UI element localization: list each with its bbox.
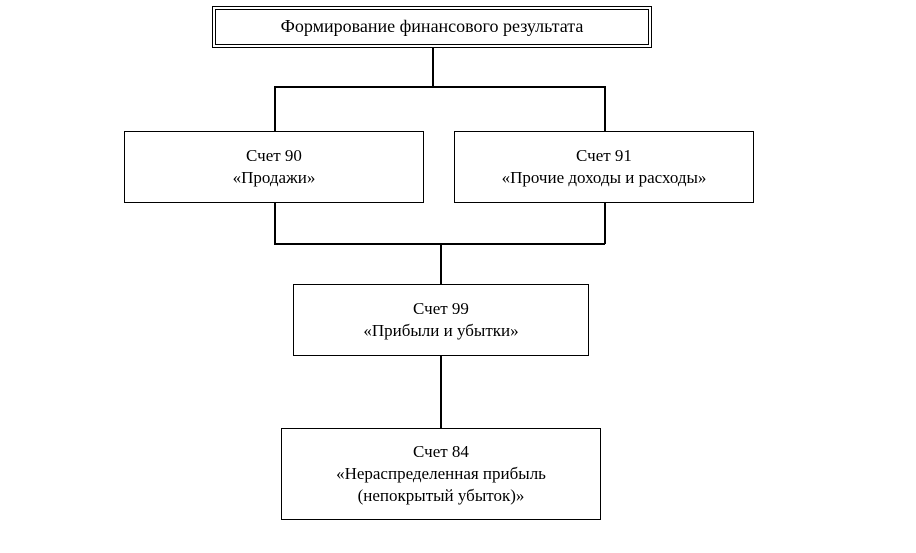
connector-2 bbox=[274, 86, 276, 131]
node-account84-line1: Счет 84 bbox=[413, 441, 469, 463]
node-account91: Счет 91«Прочие доходы и расходы» bbox=[454, 131, 754, 203]
node-account91-line2: «Прочие доходы и расходы» bbox=[502, 167, 707, 189]
node-account99-line1: Счет 99 bbox=[413, 298, 469, 320]
connector-4 bbox=[274, 203, 276, 244]
node-account99-line2: «Прибыли и убытки» bbox=[363, 320, 518, 342]
node-account84: Счет 84«Нераспределенная прибыль(непокры… bbox=[281, 428, 601, 520]
node-account90-line1: Счет 90 bbox=[246, 145, 302, 167]
node-account91-line1: Счет 91 bbox=[576, 145, 632, 167]
root-label: Формирование финансового результата bbox=[281, 15, 584, 38]
connector-3 bbox=[604, 86, 606, 131]
node-account99: Счет 99«Прибыли и убытки» bbox=[293, 284, 589, 356]
node-account90: Счет 90«Продажи» bbox=[124, 131, 424, 203]
node-account84-line2: «Нераспределенная прибыль bbox=[336, 463, 546, 485]
connector-8 bbox=[440, 356, 442, 428]
connector-5 bbox=[604, 203, 606, 244]
connector-0 bbox=[432, 48, 434, 86]
root-node: Формирование финансового результата bbox=[212, 6, 652, 48]
node-account90-line2: «Продажи» bbox=[233, 167, 316, 189]
connector-1 bbox=[274, 86, 604, 88]
connector-7 bbox=[440, 243, 442, 284]
node-account84-line3: (непокрытый убыток)» bbox=[358, 485, 525, 507]
